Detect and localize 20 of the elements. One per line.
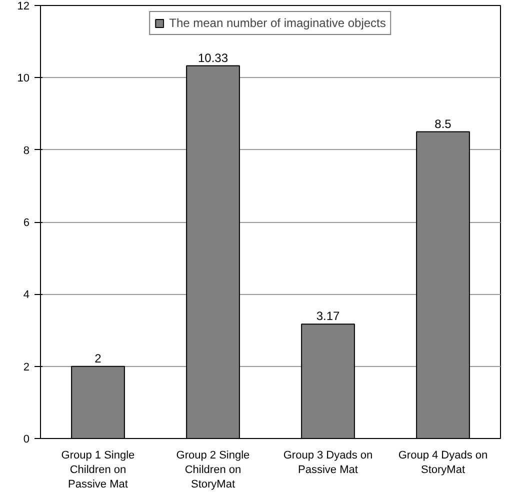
y-tick-label: 10	[17, 72, 30, 85]
data-label: 2	[94, 351, 102, 366]
data-label: 8.5	[434, 116, 452, 131]
legend-label: The mean number of imaginative objects	[169, 16, 386, 30]
x-tick-label: Group 3 Dyads on Passive Mat	[283, 450, 373, 476]
bar	[416, 131, 470, 438]
bar	[186, 65, 240, 438]
x-tick-label: Group 4 Dyads on StoryMat	[398, 450, 488, 476]
y-tick-label: 4	[23, 289, 30, 302]
bar	[301, 324, 355, 438]
bar	[71, 366, 125, 438]
x-tick-label: Group 2 Single Children on StoryMat	[176, 450, 250, 490]
y-tick-label: 6	[23, 217, 30, 229]
data-label: 10.33	[198, 50, 228, 65]
y-tick-label: 2	[23, 361, 30, 374]
y-tick-label: 0	[23, 434, 30, 446]
data-label: 3.17	[316, 309, 340, 324]
y-tick-label: 8	[23, 144, 30, 157]
x-tick-label: Group 1 Single Children on Passive Mat	[61, 450, 135, 490]
y-tick-label: 12	[17, 0, 30, 12]
